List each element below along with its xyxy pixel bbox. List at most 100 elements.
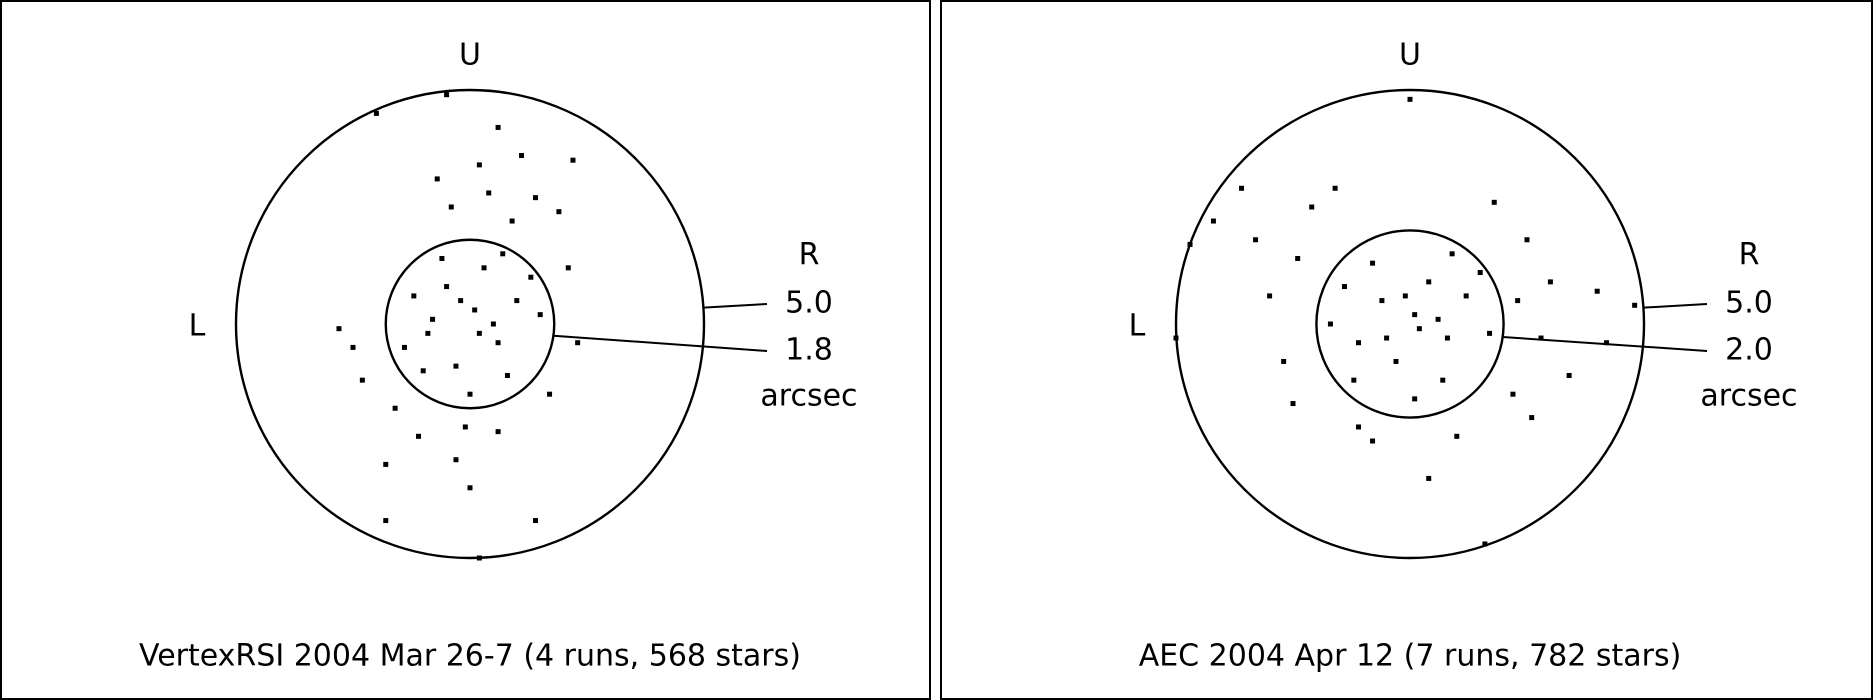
point [533,518,539,524]
ring-label: 2.0 [1725,333,1773,368]
point [1538,335,1544,341]
point [495,340,501,346]
point [425,330,431,336]
point [1341,284,1347,290]
point [1524,237,1530,243]
point [1407,96,1413,102]
point [486,190,492,196]
ring-label: 5.0 [785,286,833,321]
leader-line [553,334,768,352]
leader-line [703,303,768,309]
point [1412,312,1418,318]
ring-label: 1.8 [785,333,833,368]
point [1412,396,1418,402]
right-label: R [799,238,820,273]
point [420,368,426,374]
leader-line [1643,303,1708,309]
ring [234,88,706,560]
point [1384,335,1390,341]
point [392,405,398,411]
point [1267,293,1273,299]
ring-label: 5.0 [1725,286,1773,321]
point [1370,438,1376,444]
point [528,274,534,280]
point [1402,293,1408,299]
point [476,555,482,561]
point [1515,298,1521,304]
point [556,209,562,215]
top-label: U [459,38,481,73]
point [1393,358,1399,364]
ring [384,238,556,410]
unit-label: arcsec [1700,379,1797,414]
point [1356,340,1362,346]
point [1604,340,1610,346]
point [383,518,389,524]
point [1379,298,1385,304]
unit-label: arcsec [760,379,857,414]
point [416,433,422,439]
ring [1174,88,1646,560]
point [1332,185,1338,191]
point [1529,415,1535,421]
point [1356,424,1362,430]
point [495,429,501,435]
point [444,92,450,98]
point [518,153,524,159]
point [537,312,543,318]
point [575,340,581,346]
point [401,344,407,350]
right-label: R [1739,238,1760,273]
point [476,162,482,168]
point [1487,330,1493,336]
point [1295,255,1301,261]
point [1482,541,1488,547]
point [1449,251,1455,257]
point [430,316,436,322]
point [1463,293,1469,299]
point [350,344,356,350]
point [1370,260,1376,266]
point [467,485,473,491]
point [1632,302,1638,308]
point [1547,279,1553,285]
point [1309,204,1315,210]
point [1594,288,1600,294]
point [1187,241,1193,247]
point [476,330,482,336]
point [453,457,459,463]
chart-title: AEC 2004 Apr 12 (7 runs, 782 stars) [1139,639,1682,674]
point [1477,270,1483,276]
point [373,110,379,116]
point [1351,377,1357,383]
point [448,204,454,210]
point [504,372,510,378]
left-label: L [189,309,206,344]
point [383,461,389,467]
point [1173,335,1179,341]
point [481,265,487,271]
point [1435,316,1441,322]
point [1253,237,1259,243]
point [570,157,576,163]
point [1454,433,1460,439]
point [453,363,459,369]
point [533,195,539,201]
point [1210,218,1216,224]
point [500,251,506,257]
top-label: U [1399,38,1421,73]
point [1327,321,1333,327]
point [490,321,496,327]
point [1239,185,1245,191]
point [359,377,365,383]
point [472,307,478,313]
point [1440,377,1446,383]
point [547,391,553,397]
point [495,124,501,130]
point [565,265,571,271]
